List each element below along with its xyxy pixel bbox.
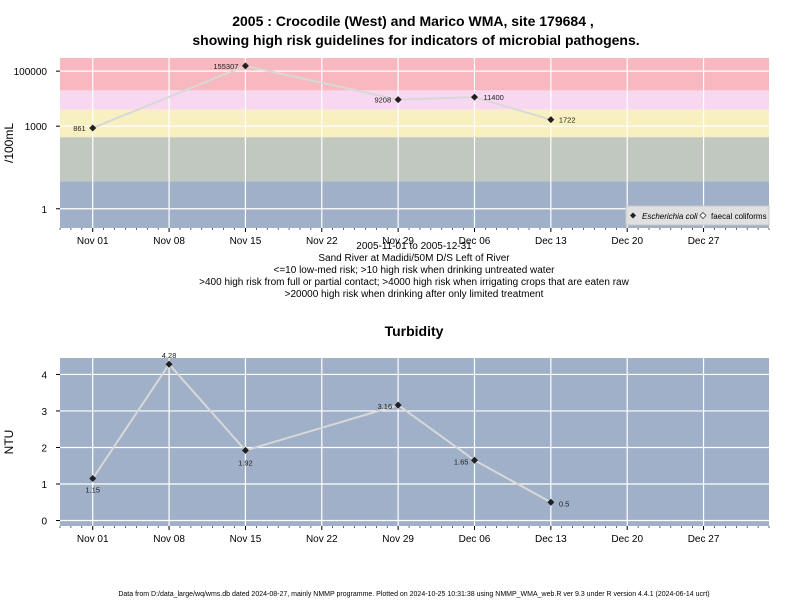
data-label: 1.92 — [238, 458, 253, 467]
x-tick-label: Nov 29 — [382, 534, 414, 545]
data-point — [241, 62, 249, 70]
data-label: 861 — [73, 124, 86, 133]
legend-ecoli-label: Escherichia coli — [642, 212, 698, 221]
data-label: 9208 — [374, 96, 391, 105]
x-tick-label: Dec 06 — [459, 236, 491, 247]
data-point — [470, 456, 478, 464]
x-tick-label: Dec 27 — [688, 534, 720, 545]
y-tick-label: 1 — [41, 205, 47, 216]
bottom-series: 1.15 4.28 1.92 3.16 1.65 0.5 — [85, 351, 569, 508]
top-y-axis-label: /100mL — [2, 123, 16, 163]
x-tick-label: Nov 22 — [306, 236, 338, 247]
y-tick-label: 2 — [41, 443, 47, 454]
x-tick-label: Dec 20 — [611, 236, 643, 247]
x-tick-label: Nov 29 — [382, 236, 414, 247]
panel-background — [60, 358, 769, 526]
x-tick-label: Dec 27 — [688, 236, 720, 247]
data-label: 0.5 — [559, 499, 569, 508]
top-grid — [60, 58, 769, 228]
series-line — [91, 362, 552, 504]
x-tick-label: Dec 06 — [459, 534, 491, 545]
top-legend: Escherichia coli faecal coliforms — [625, 205, 770, 226]
bottom-y-axis-label: NTU — [2, 430, 16, 455]
data-label: 1722 — [559, 116, 576, 125]
data-point — [89, 124, 97, 132]
x-tick-label: Dec 13 — [535, 236, 567, 247]
data-point — [165, 360, 173, 368]
data-label: 3.16 — [378, 402, 393, 411]
x-tick-label: Nov 08 — [153, 534, 185, 545]
bottom-panel-background — [60, 358, 769, 526]
data-point — [547, 116, 555, 124]
data-point — [394, 96, 402, 104]
y-tick-label: 1 — [41, 480, 47, 491]
x-tick-label: Nov 08 — [153, 236, 185, 247]
caption-guideline-2: >400 high risk from full or partial cont… — [199, 277, 629, 288]
top-risk-bands — [60, 58, 769, 228]
y-tick-label: 0 — [41, 517, 47, 528]
risk-band — [60, 137, 769, 182]
x-tick-label: Dec 20 — [611, 534, 643, 545]
data-label: 1.15 — [85, 486, 100, 495]
data-label: 1.65 — [454, 457, 469, 466]
data-point — [547, 498, 555, 506]
data-point — [470, 93, 478, 101]
top-caption: 2005-11-01 to 2005-12-31 Sand River at M… — [199, 241, 629, 300]
top-axes: Nov 01 Nov 08 Nov 15 Nov 22 Nov 29 Dec 06 Dec … — [14, 67, 770, 247]
caption-date-range: 2005-11-01 to 2005-12-31 — [356, 241, 472, 252]
x-tick-label: Nov 22 — [306, 534, 338, 545]
caption-site: Sand River at Madidi/50M D/S Left of Riv… — [318, 253, 510, 264]
data-label: 4.28 — [162, 351, 177, 360]
x-tick-label: Dec 13 — [535, 534, 567, 545]
data-point — [241, 446, 249, 454]
data-point — [394, 401, 402, 409]
top-chart-title-line1: 2005 : Crocodile (West) and Marico WMA, … — [232, 13, 594, 29]
y-tick-label: 1000 — [25, 122, 48, 133]
top-series: 861 155307 9208 11400 1722 — [73, 62, 575, 133]
y-tick-label: 100000 — [14, 67, 48, 78]
x-tick-label: Nov 15 — [230, 236, 262, 247]
data-label: 155307 — [213, 62, 238, 71]
legend-fc-marker — [699, 211, 707, 220]
bottom-chart-title: Turbidity — [385, 323, 444, 339]
legend-ecoli-marker — [630, 212, 636, 219]
risk-band — [60, 109, 769, 138]
data-point — [89, 475, 97, 483]
caption-guideline-1: <=10 low-med risk; >10 high risk when dr… — [274, 265, 556, 276]
caption-guideline-3: >20000 high risk when drinking after onl… — [285, 289, 544, 300]
y-tick-label: 4 — [41, 370, 47, 381]
legend-fc-label: faecal coliforms — [711, 212, 767, 221]
footer-note: Data from D:/data_large/wq/wms.db dated … — [118, 591, 709, 598]
data-label: 11400 — [483, 93, 503, 102]
legend-box — [625, 205, 770, 226]
top-chart-title-line2: showing high risk guidelines for indicat… — [192, 32, 639, 48]
y-tick-label: 3 — [41, 407, 47, 418]
bottom-axes: Nov 01 Nov 08 Nov 15 Nov 22 Nov 29 Dec 06 Dec … — [41, 370, 770, 545]
x-tick-label: Nov 01 — [77, 534, 109, 545]
x-tick-label: Nov 15 — [230, 534, 262, 545]
risk-band — [60, 58, 769, 91]
x-tick-label: Nov 01 — [77, 236, 109, 247]
